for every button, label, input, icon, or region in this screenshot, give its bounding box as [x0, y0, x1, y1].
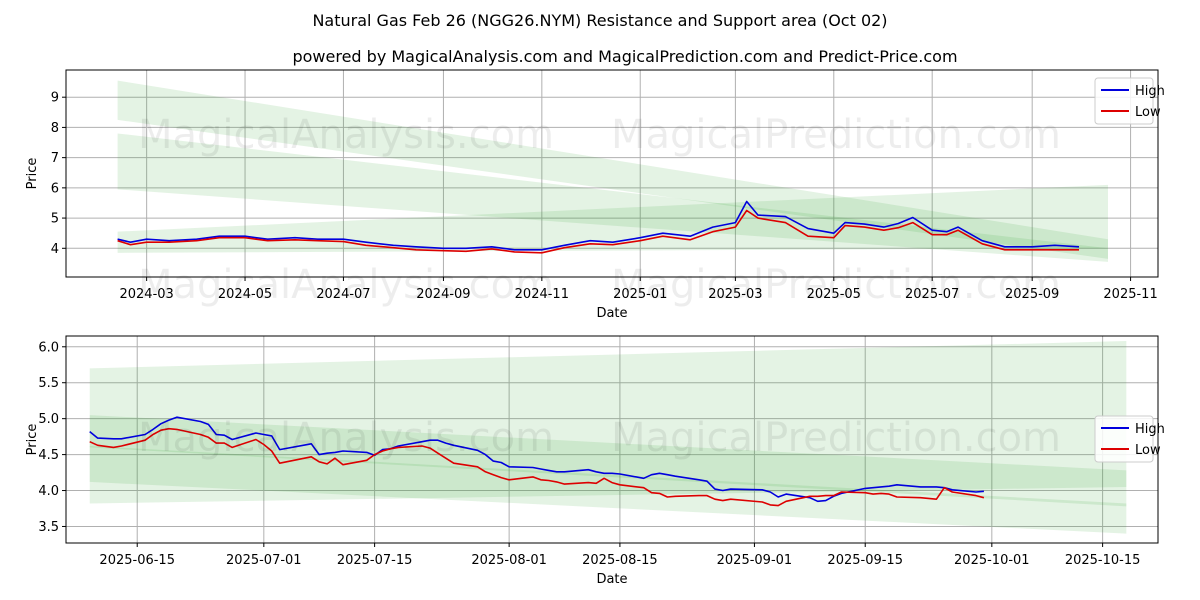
- watermark-prediction: MagicalPrediction.com: [611, 415, 1061, 461]
- resistance-support-band-2: [89, 415, 1127, 507]
- y-tick-label: 5.5: [38, 376, 59, 391]
- resistance-support-band-1: [117, 80, 1108, 259]
- legend: High Low: [1094, 415, 1165, 463]
- y-tick-label: 6: [51, 181, 59, 196]
- x-tick-label: 2025-07: [905, 287, 959, 302]
- x-axis-label: Date: [596, 306, 627, 321]
- x-tick-label: 2025-10-01: [954, 553, 1030, 568]
- chart-title: Natural Gas Feb 26 (NGG26.NYM) Resistanc…: [312, 11, 887, 30]
- x-tick-label: 2025-09-01: [717, 553, 793, 568]
- y-tick-label: 7: [51, 151, 59, 166]
- x-tick-label: 2024-09: [416, 287, 470, 302]
- y-axis-label: Price: [25, 158, 40, 190]
- x-tick-label: 2024-07: [316, 287, 370, 302]
- chart-subtitle: powered by MagicalAnalysis.com and Magic…: [292, 47, 957, 66]
- y-tick-label: 4.5: [38, 448, 59, 463]
- x-tick-label: 2024-05: [218, 287, 272, 302]
- y-tick-label: 9: [51, 91, 59, 106]
- y-tick-label: 5.0: [38, 412, 59, 427]
- watermark-prediction: MagicalPrediction.com: [611, 112, 1061, 158]
- x-tick-label: 2025-07-15: [337, 553, 413, 568]
- watermark-analysis: MagicalAnalysis.com: [138, 262, 554, 308]
- series-line-low: [89, 427, 985, 507]
- x-tick-label: 2025-06-15: [99, 553, 175, 568]
- x-tick-label: 2025-09: [1005, 287, 1059, 302]
- watermark-analysis: MagicalAnalysis.com: [138, 112, 554, 158]
- series-line-high: [117, 200, 1080, 251]
- x-tick-label: 2025-08-01: [471, 553, 547, 568]
- resistance-support-band-2: [117, 133, 1108, 262]
- top-panel: MagicalAnalysis.com MagicalPrediction.com…: [25, 69, 1165, 321]
- x-tick-label: 2025-09-15: [827, 553, 903, 568]
- x-tick-label: 2025-07-01: [226, 553, 302, 568]
- x-tick-label: 2025-08-15: [582, 553, 658, 568]
- x-tick-label: 2024-03: [119, 287, 173, 302]
- watermark-analysis: MagicalAnalysis.com: [138, 415, 554, 461]
- legend-label-high: High: [1135, 84, 1165, 99]
- x-tick-label: 2025-01: [613, 287, 667, 302]
- y-tick-label: 6.0: [38, 340, 59, 355]
- resistance-support-band-3: [117, 184, 1108, 253]
- x-tick-label: 2025-05: [807, 287, 861, 302]
- legend-label-low: Low: [1135, 105, 1161, 120]
- axes-frame: [65, 69, 1159, 278]
- bottom-panel: MagicalAnalysis.com MagicalPrediction.com…: [25, 335, 1165, 587]
- legend-label-low: Low: [1135, 443, 1161, 458]
- legend: High Low: [1094, 77, 1165, 125]
- y-tick-label: 5: [51, 212, 59, 227]
- axes-frame: [65, 335, 1159, 544]
- y-tick-label: 8: [51, 121, 59, 136]
- x-tick-label: 2025-11: [1103, 287, 1157, 302]
- y-tick-label: 4: [51, 242, 59, 257]
- legend-label-high: High: [1135, 422, 1165, 437]
- y-tick-label: 4.0: [38, 484, 59, 499]
- resistance-support-band-3: [89, 445, 1127, 534]
- y-tick-label: 3.5: [38, 520, 59, 535]
- x-tick-label: 2024-11: [515, 287, 569, 302]
- x-axis-label: Date: [596, 572, 627, 587]
- series-line-low: [117, 209, 1079, 254]
- x-tick-label: 2025-10-15: [1065, 553, 1141, 568]
- watermark-prediction: MagicalPrediction.com: [611, 262, 1061, 308]
- y-axis-label: Price: [25, 424, 40, 456]
- x-tick-label: 2025-03: [708, 287, 762, 302]
